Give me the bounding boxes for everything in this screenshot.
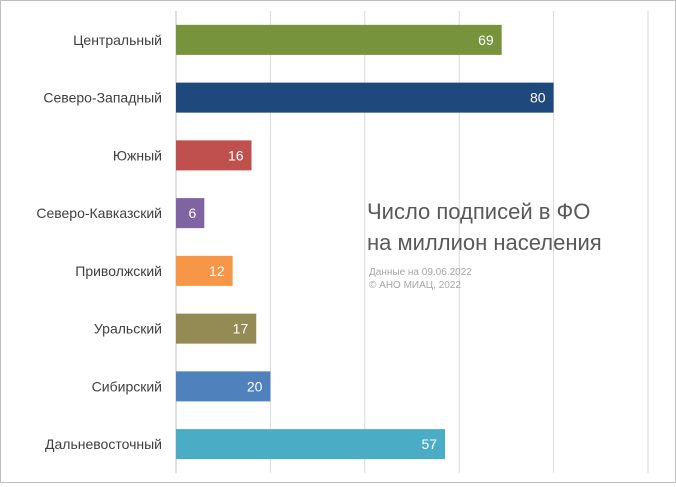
data-label-2: 80	[530, 90, 546, 106]
bar-7	[176, 371, 271, 402]
data-label-1: 69	[478, 32, 494, 48]
category-label-1: Центральный	[73, 32, 162, 48]
bar-3	[176, 140, 252, 171]
bar-1	[176, 24, 502, 55]
data-label-7: 20	[247, 378, 263, 394]
category-label-3: Южный	[113, 147, 162, 163]
category-label-2: Северо-Западный	[43, 90, 162, 106]
bar-2	[176, 82, 554, 113]
data-label-4: 6	[189, 205, 197, 221]
bars	[176, 24, 554, 460]
bar-6	[176, 313, 257, 344]
chart-title-line-1: Число подписей в ФО	[367, 199, 590, 224]
category-label-4: Северо-Кавказский	[36, 205, 162, 221]
category-label-5: Приволжский	[75, 263, 162, 279]
category-label-8: Дальневосточный	[45, 436, 162, 452]
data-date-note: Данные на 09.06.2022	[369, 267, 472, 278]
data-label-6: 17	[233, 321, 249, 337]
bar-4	[176, 198, 205, 229]
bar-8	[176, 429, 446, 460]
category-label-7: Сибирский	[92, 378, 162, 394]
data-labels: 69 80 16 6 12 17 20 57	[189, 32, 546, 452]
category-label-6: Уральский	[94, 321, 162, 337]
data-label-5: 12	[209, 263, 225, 279]
data-label-3: 16	[228, 147, 244, 163]
category-labels: Центральный Северо-Западный Южный Северо-Ка…	[36, 32, 162, 452]
data-label-8: 57	[421, 436, 437, 452]
bar-5	[176, 255, 233, 286]
chart-title-line-2: на миллион населения	[367, 230, 602, 255]
copyright-note: © АНО МИАЦ, 2022	[369, 280, 461, 291]
